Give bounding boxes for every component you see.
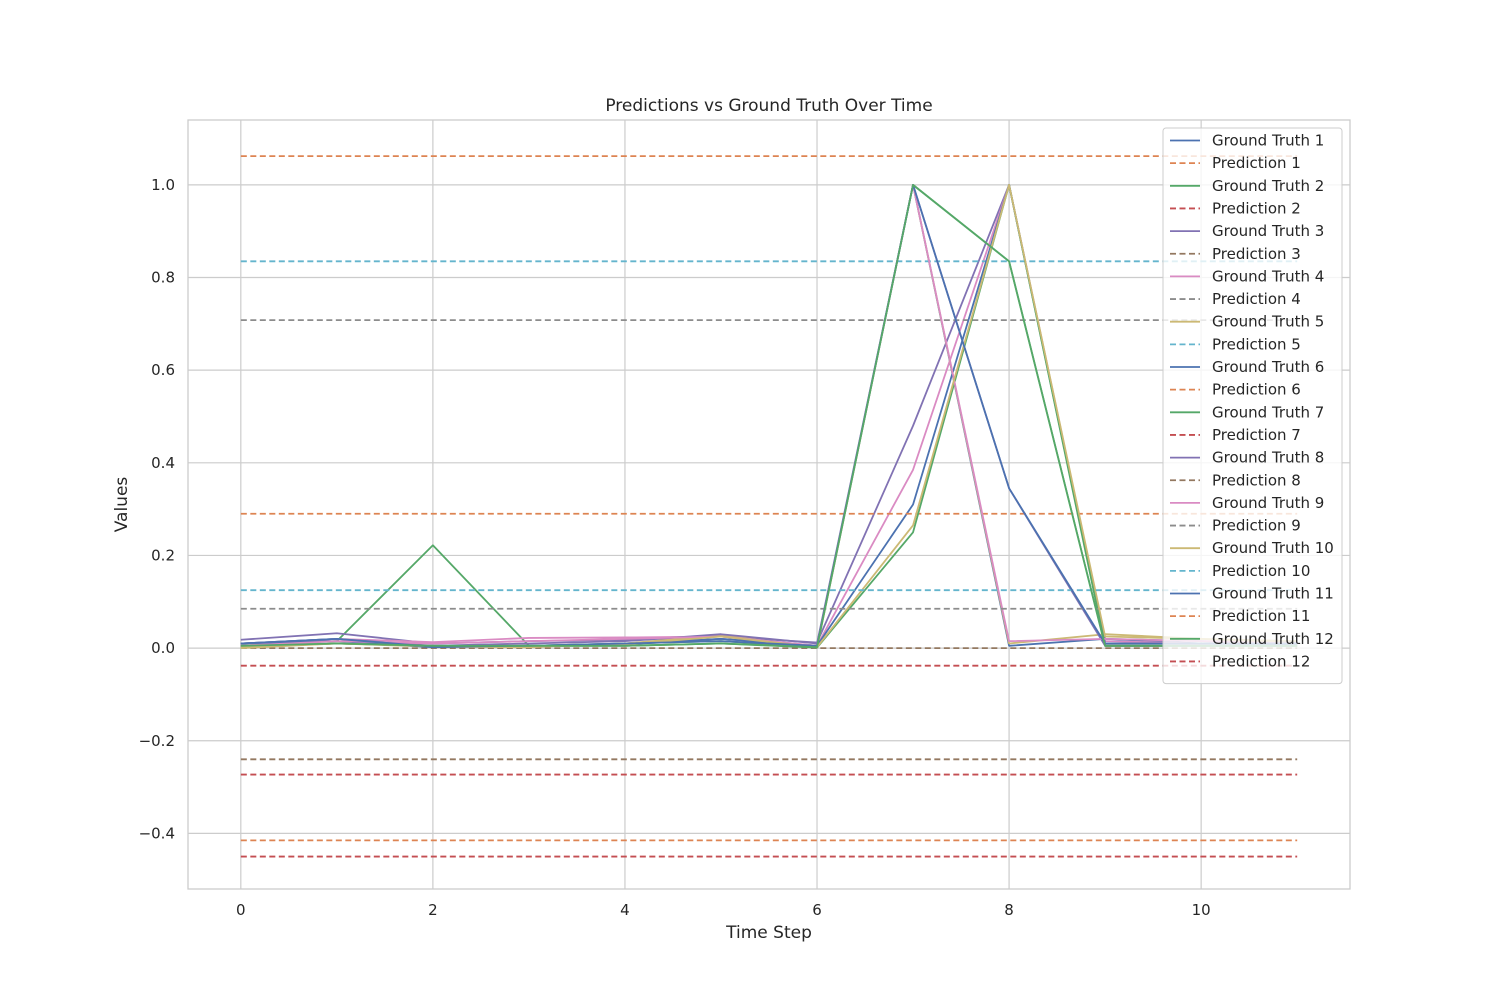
legend-label: Ground Truth 12 — [1212, 630, 1334, 648]
ground-truth-line-3 — [240, 183, 1298, 649]
x-tick-label: 6 — [812, 901, 822, 919]
x-tick-label: 8 — [1004, 901, 1014, 919]
legend-label: Ground Truth 4 — [1212, 267, 1324, 285]
legend-label: Ground Truth 7 — [1212, 403, 1324, 421]
legend-box — [1162, 127, 1343, 685]
ground-truth-line-17 — [240, 183, 1298, 647]
legend-label: Prediction 7 — [1212, 426, 1301, 444]
y-tick-label: 1.0 — [151, 176, 175, 194]
x-tick-label: 4 — [620, 901, 630, 919]
legend-label: Ground Truth 1 — [1212, 132, 1324, 150]
legend-label: Ground Truth 10 — [1212, 539, 1334, 557]
legend-label: Prediction 5 — [1212, 335, 1301, 353]
legend-label: Prediction 9 — [1212, 517, 1301, 535]
plot-frame — [187, 119, 1351, 890]
y-tick-label: 0.6 — [151, 361, 175, 379]
x-tick-label: 10 — [1192, 901, 1211, 919]
ground-truth-line-5 — [240, 183, 1298, 645]
chart-title: Predictions vs Ground Truth Over Time — [605, 96, 932, 116]
x-axis-title: Time Step — [725, 923, 812, 943]
legend-label: Prediction 6 — [1212, 381, 1301, 399]
legend-label: Prediction 10 — [1212, 562, 1310, 580]
y-tick-label: 0.0 — [151, 639, 175, 657]
legend-label: Ground Truth 3 — [1212, 222, 1324, 240]
y-tick-label: −0.4 — [139, 824, 175, 842]
x-tick-label: 0 — [236, 901, 246, 919]
series-lines — [240, 155, 1298, 858]
legend: Ground Truth 1 Prediction 1 Ground Truth 2… — [1162, 127, 1343, 685]
ground-truth-line-1 — [240, 183, 1298, 648]
legend-label: Ground Truth 11 — [1212, 585, 1334, 603]
legend-label: Ground Truth 8 — [1212, 449, 1324, 467]
tick-labels: 0 2 4 6 8 10 −0.4 −0.2 0.0 0.2 0.4 0.6 0.8 1.0 — [139, 176, 1211, 919]
legend-label: Prediction 1 — [1212, 154, 1301, 172]
ground-truth-line-23 — [240, 183, 1298, 649]
legend-label: Prediction 4 — [1212, 290, 1301, 308]
legend-label: Prediction 8 — [1212, 471, 1301, 489]
legend-label: Prediction 11 — [1212, 607, 1310, 625]
ground-truth-line-15 — [240, 183, 1298, 647]
y-tick-label: 0.8 — [151, 269, 175, 287]
legend-label: Ground Truth 9 — [1212, 494, 1324, 512]
legend-label: Prediction 3 — [1212, 245, 1301, 263]
y-axis-title: Values — [112, 477, 132, 533]
x-tick-label: 2 — [428, 901, 438, 919]
legend-label: Prediction 2 — [1212, 199, 1301, 217]
ground-truth-line-21 — [240, 183, 1298, 648]
legend-label: Ground Truth 5 — [1212, 313, 1324, 331]
y-tick-label: −0.2 — [139, 732, 175, 750]
y-tick-label: 0.2 — [151, 546, 175, 564]
ground-truth-line-7 — [240, 183, 1298, 647]
legend-label: Ground Truth 6 — [1212, 358, 1324, 376]
y-tick-label: 0.4 — [151, 454, 175, 472]
legend-label: Ground Truth 2 — [1212, 177, 1324, 195]
legend-label: Prediction 12 — [1212, 652, 1310, 670]
